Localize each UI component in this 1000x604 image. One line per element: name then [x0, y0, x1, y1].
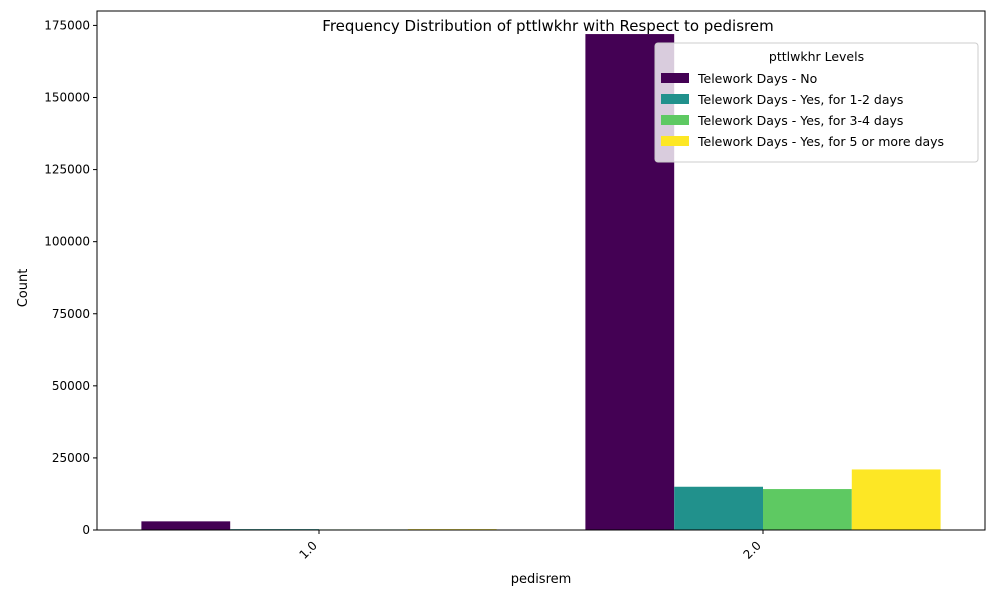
bar-2.0-series-2	[763, 489, 852, 530]
y-tick-label: 75000	[52, 307, 90, 321]
bars-layer	[141, 34, 941, 531]
y-tick-label: 175000	[44, 18, 90, 32]
chart-title: Frequency Distribution of pttlwkhr with …	[322, 17, 773, 35]
x-tick-label: 1.0	[296, 538, 319, 561]
legend-swatch	[661, 115, 689, 125]
bar-2.0-series-3	[851, 469, 941, 530]
x-tick-label: 2.0	[740, 538, 763, 561]
legend-box	[654, 42, 979, 163]
legend-label: Telework Days - Yes, for 1-2 days	[697, 92, 903, 107]
bar-2.0-series-1	[674, 486, 763, 530]
legend-label: Telework Days - Yes, for 3-4 days	[697, 113, 903, 128]
y-tick-label: 125000	[44, 163, 90, 177]
bar-1.0-series-0	[141, 521, 231, 530]
legend-label: Telework Days - Yes, for 5 or more days	[697, 134, 944, 149]
plot-frame	[96, 10, 986, 531]
y-tick-label: 100000	[44, 235, 90, 249]
y-tick-label: 0	[82, 523, 90, 537]
legend-swatch	[661, 73, 689, 83]
y-tick-label: 50000	[52, 379, 90, 393]
x-axis-label: pedisrem	[511, 572, 572, 587]
y-tick-label: 150000	[44, 91, 90, 105]
y-tick-label: 25000	[52, 451, 90, 465]
legend-swatch	[661, 136, 689, 146]
legend-swatch	[661, 94, 689, 104]
y-axis-label: Count	[16, 269, 31, 308]
legend-title: pttlwkhr Levels	[769, 49, 864, 64]
legend: pttlwkhr Levels Telework Days - No Telewor…	[654, 42, 979, 163]
legend-label: Telework Days - No	[697, 71, 817, 86]
